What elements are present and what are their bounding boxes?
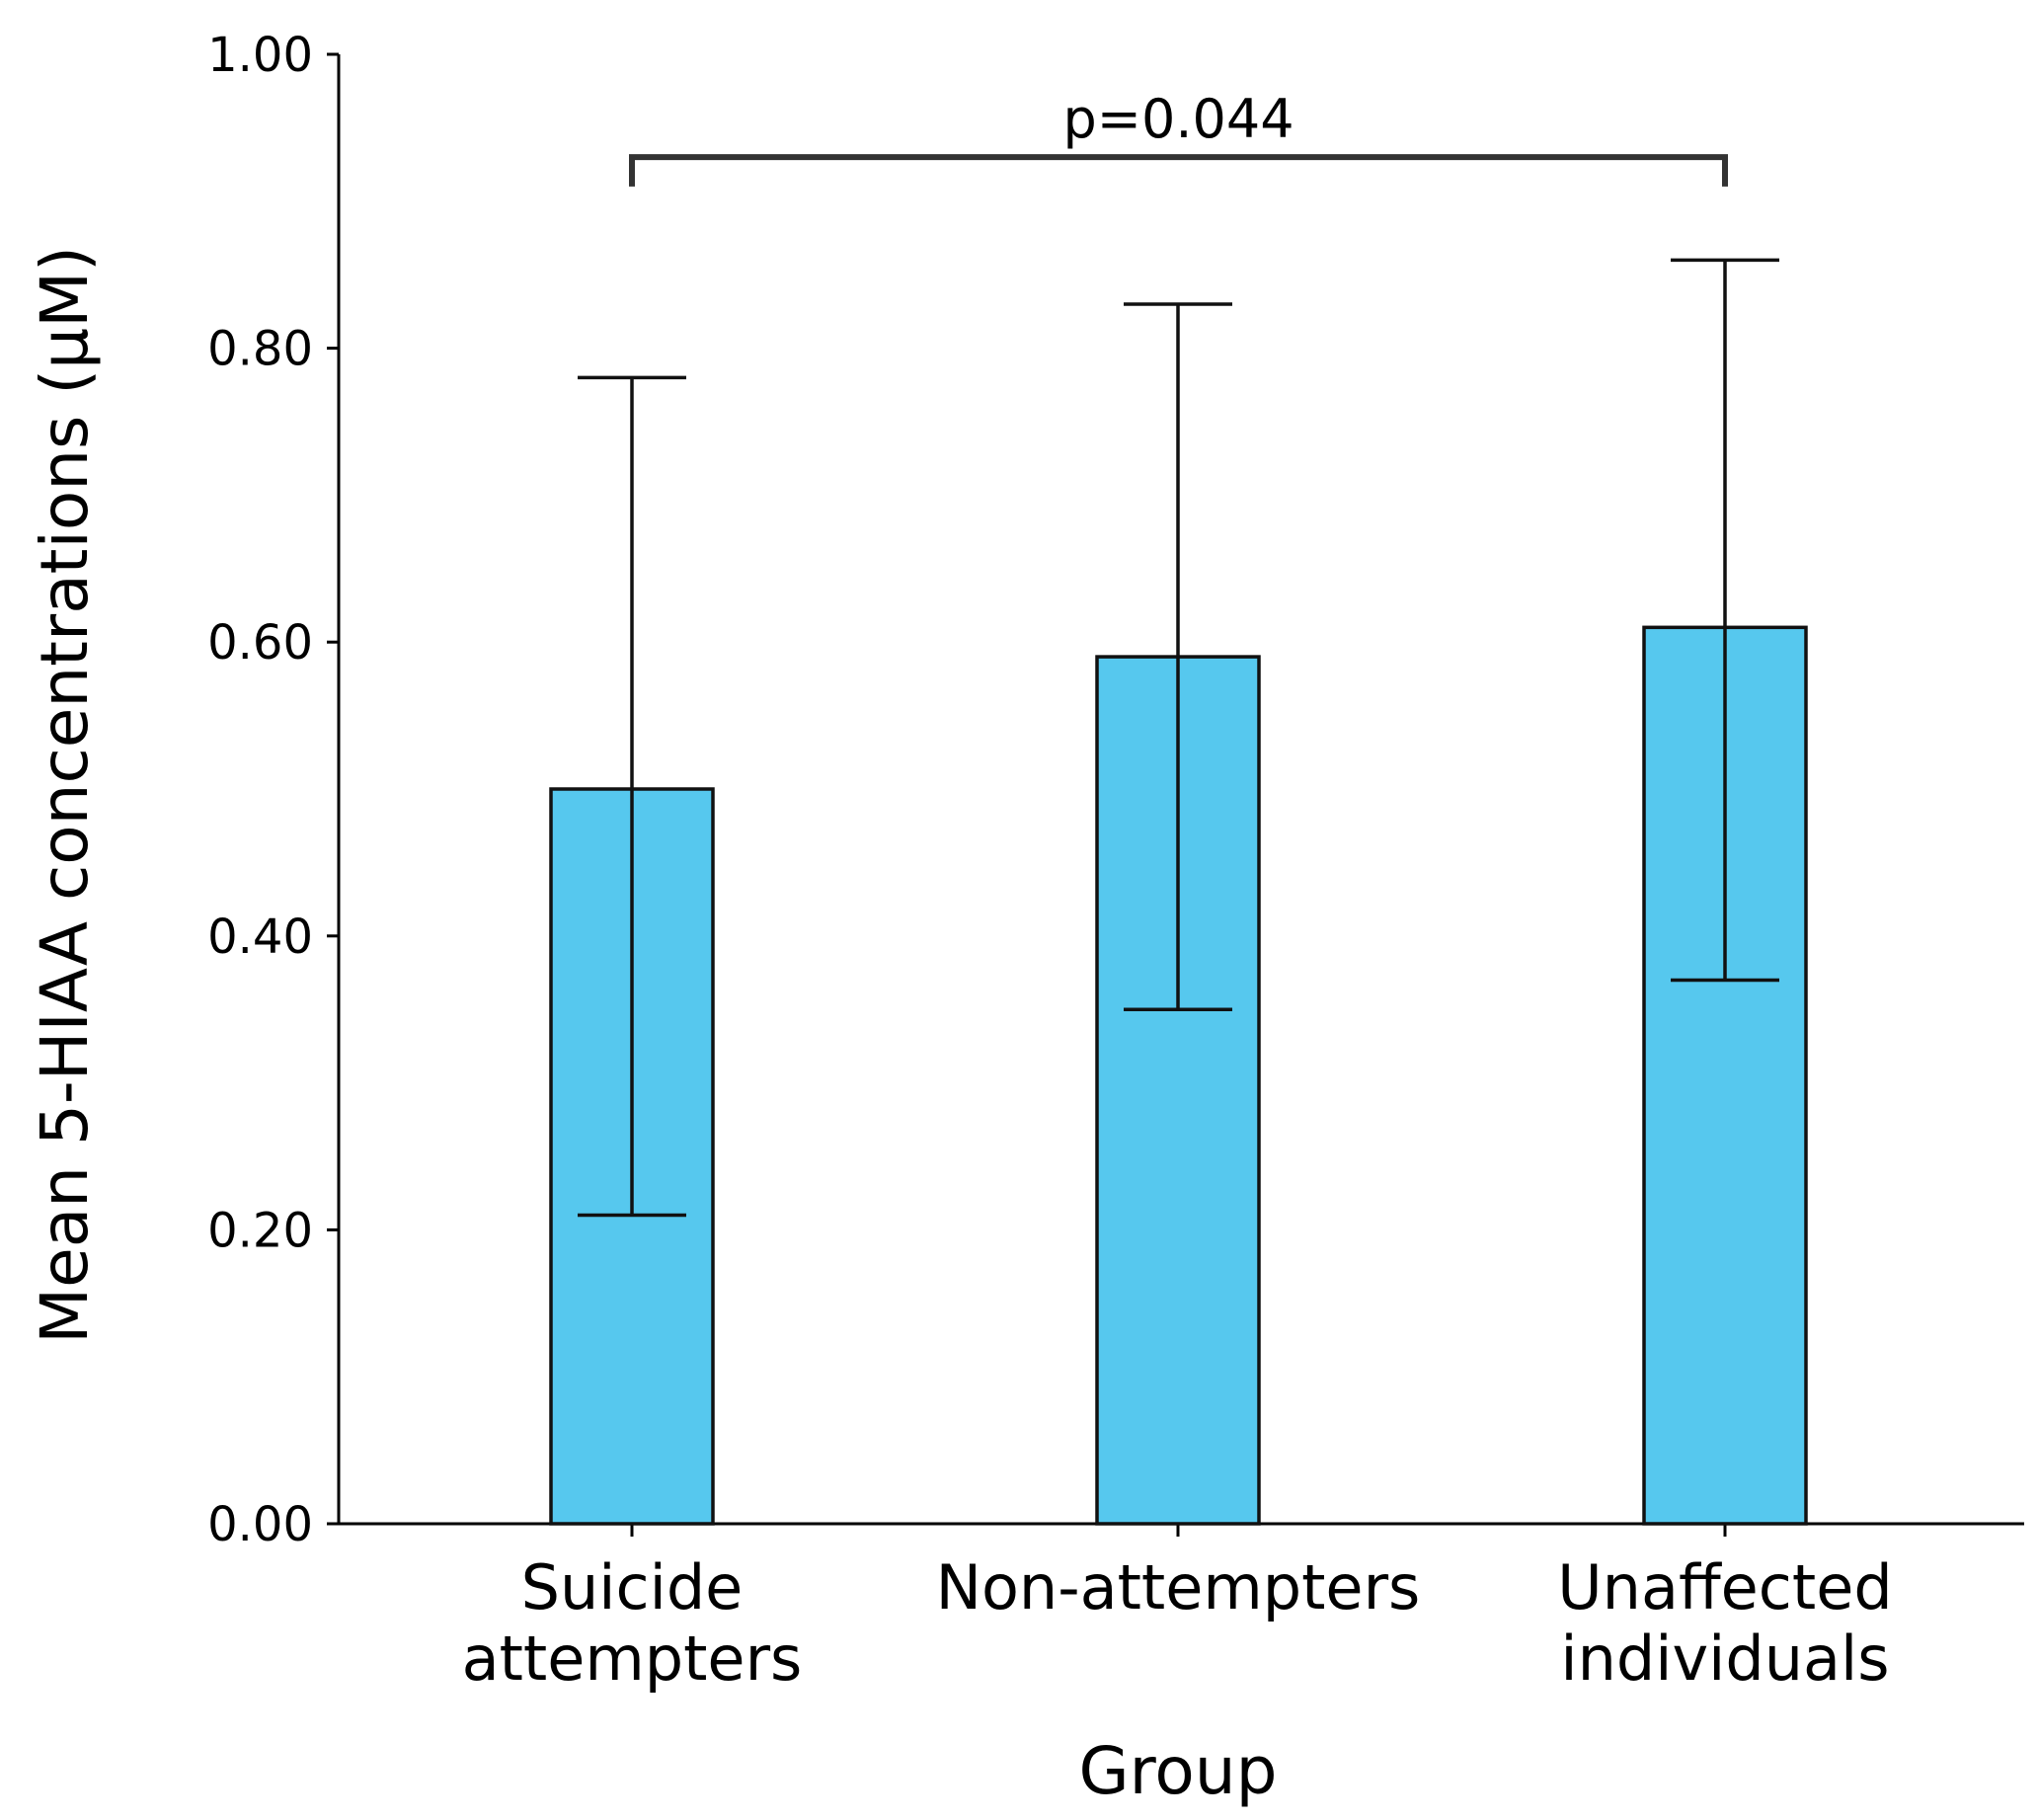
y-tick-label: 0.40: [207, 910, 313, 965]
y-tick-label: 0.20: [207, 1203, 313, 1258]
y-axis: 0.00 0.20 0.40 0.60 0.80 1.00: [207, 28, 341, 1552]
y-axis-title: Mean 5-HIAA concentrations (μM): [27, 246, 103, 1344]
x-tick-label-line: Suicide: [521, 1551, 744, 1623]
y-tick-label: 0.00: [207, 1497, 313, 1552]
x-tick-label-line: Unaffected: [1557, 1551, 1892, 1623]
y-tick-label: 0.80: [207, 322, 313, 377]
error-bar: [1671, 258, 1779, 983]
significance-bracket: [629, 154, 1728, 187]
x-axis-title: Group: [1079, 1733, 1278, 1809]
x-tick-label-line: attempters: [462, 1622, 803, 1695]
x-tick-label: Suicide attempters: [462, 1551, 803, 1695]
x-axis: Suicide attempters Non-attempters Unaffecte…: [339, 1522, 2024, 1695]
y-tick-label: 0.60: [207, 615, 313, 671]
x-tick-label: Unaffected individuals: [1557, 1551, 1892, 1695]
p-value-label: p=0.044: [1062, 88, 1293, 150]
y-tick-label: 1.00: [207, 28, 313, 83]
x-tick-label-line: Non-attempters: [936, 1551, 1421, 1623]
error-bars: [578, 258, 1779, 1218]
x-tick-label-line: individuals: [1560, 1622, 1889, 1695]
error-bar: [1124, 302, 1232, 1011]
x-tick-label: Non-attempters: [936, 1551, 1421, 1623]
error-bar: [578, 375, 686, 1218]
significance-annotation: p=0.044: [629, 88, 1728, 187]
